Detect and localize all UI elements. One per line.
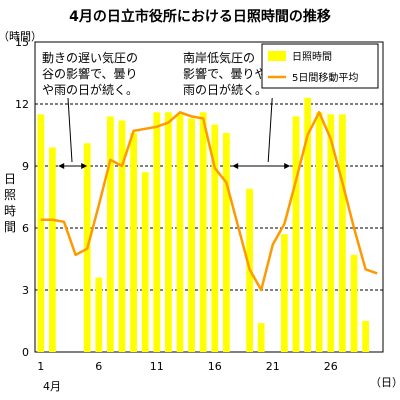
bar [199,112,207,353]
bar [141,172,149,352]
arrowhead-left [58,163,65,169]
bar [211,124,219,353]
bar [95,277,103,352]
bar [292,116,300,353]
plot-area [34,41,384,353]
y-tick-label: 12 [15,98,29,111]
chart-title: 4月の日立市役所における日照時間の推移 [69,8,331,25]
y-axis-label-char: 間 [4,220,16,234]
x-tick-label: 1 [37,360,44,373]
bar [176,114,184,352]
x-tick-label: 16 [208,360,222,373]
y-tick-label: 9 [22,160,29,173]
legend-line-label: 5日間移動平均 [292,71,358,84]
y-tick-label: 6 [22,222,29,235]
y-axis-ticks: 0 3 6 9 12 15 [15,36,29,359]
x-tick-label: 21 [266,360,280,373]
y-tick-label: 15 [15,36,29,49]
legend-bar-swatch [268,51,286,61]
bar [118,120,126,353]
annotations: 動きの遅い気圧の谷の影響で、曇りや雨の日が続く。南岸低気圧の影響で、曇りや雨の日… [42,50,291,169]
y-axis-label-char: 日 [4,172,16,186]
bar [165,112,172,353]
line-series [40,111,378,292]
arrowhead-left [232,163,239,169]
bar [304,97,311,352]
annotation-line: や雨の日が続く。 [42,82,138,97]
y-tick-label: 3 [22,284,29,297]
y-axis-unit: （時間） [0,30,42,43]
bar [281,234,288,352]
x-axis-unit: （日） [370,376,400,389]
annotation-line: 谷の影響で、曇り [42,66,138,81]
bar [188,118,195,352]
bar [107,116,114,353]
x-tick-label: 26 [324,360,338,373]
bar [257,323,265,352]
bar [130,132,137,352]
bar [153,112,161,353]
bar [339,114,346,352]
legend: 日照時間 5日間移動平均 [261,43,379,89]
annotation-line: 雨の日が続く。 [183,82,267,97]
bar [49,147,56,352]
bar [350,254,358,352]
legend-bar-label: 日照時間 [292,51,332,63]
bar [37,114,45,352]
x-tick-label: 6 [95,360,102,373]
arrowhead-right [81,163,88,169]
y-axis-label-char: 照 [4,188,16,202]
annotation-leader [267,97,273,163]
moving-average-line [40,111,378,292]
bar [362,321,369,352]
month-label: 4月 [43,380,61,393]
x-tick-label: 11 [150,360,164,373]
annotation-line: 動きの遅い気圧の [42,50,138,65]
bar [223,132,230,352]
annotation-line: 南岸低気圧の [183,50,255,65]
annotation-leader [67,97,73,163]
arrowhead-right [284,163,291,169]
y-tick-label: 0 [22,346,29,359]
bar [327,114,335,352]
annotation-line: 影響で、曇りや [183,66,267,81]
y-axis-label: 日照時間 [4,172,16,234]
x-axis-ticks: 1 6 11 16 21 26 [37,360,338,373]
bar [315,112,323,353]
y-axis-label-char: 時 [4,204,16,218]
